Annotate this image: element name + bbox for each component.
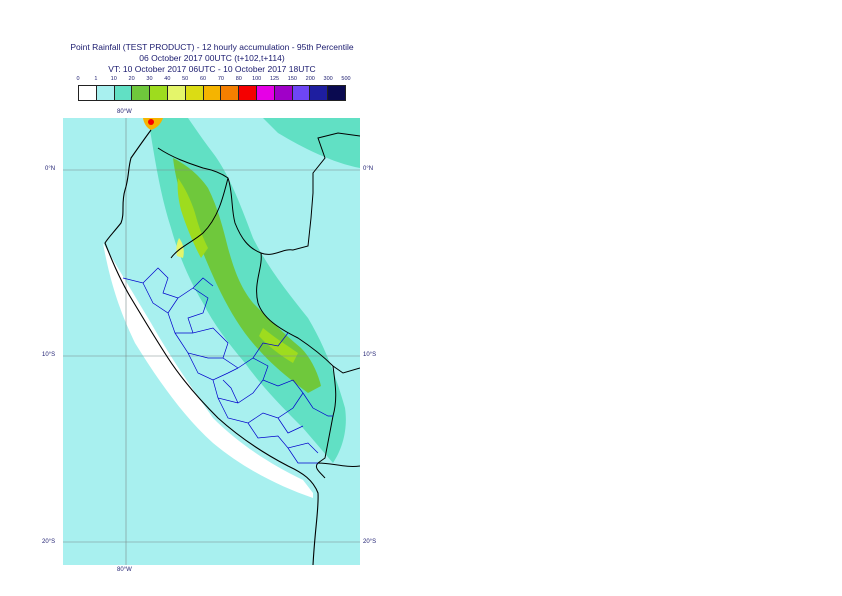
legend-tick-label: 80 (235, 76, 242, 82)
legend-swatch (274, 86, 293, 100)
lat-label-20-left: 20°S (42, 539, 56, 545)
legend-swatch (167, 86, 186, 100)
rain-band-40 (176, 238, 184, 258)
legend-swatch (292, 86, 311, 100)
legend-swatch (256, 86, 275, 100)
legend-swatch (114, 86, 133, 100)
legend-swatch (239, 86, 257, 100)
legend-tick-label: 125 (269, 76, 280, 82)
legend-tick-label: 1 (94, 76, 98, 82)
lat-label-20-right: 20°S (363, 539, 377, 545)
legend-tick-label: 70 (217, 76, 224, 82)
color-legend: 0 1 10 20 30 40 50 60 70 80 100 125 150 200 300 500 (76, 76, 351, 102)
province-borders (122, 267, 333, 464)
legend-swatch (96, 86, 115, 100)
base-time: 06 October 2017 00UTC (t+102,t+114) (139, 53, 285, 63)
legend-tick-label: 0 (76, 76, 80, 82)
legend-tick-label: 20 (128, 76, 135, 82)
lon-label-top: 80°W (117, 109, 132, 115)
legend-ticks: 0 1 10 20 30 40 50 60 70 80 100 125 150 200 300 500 (76, 76, 350, 85)
coastline (104, 129, 319, 565)
legend-tick-label: 40 (164, 76, 171, 82)
country-border (157, 132, 360, 479)
legend-tick-label: 60 (200, 76, 207, 82)
rain-band-20 (173, 158, 321, 393)
legend-tick-label: 150 (287, 76, 297, 82)
rain-band-10-north (263, 118, 360, 168)
lon-label-bottom: 80°W (117, 567, 132, 573)
legend-swatch (185, 86, 204, 100)
map-title: Point Rainfall (TEST PRODUCT) - 12 hourl… (70, 42, 354, 52)
title-block: Point Rainfall (TEST PRODUCT) - 12 hourl… (0, 42, 424, 75)
rain-band-80 (148, 119, 154, 125)
legend-swatch (310, 86, 329, 100)
legend-tick-label: 30 (146, 76, 153, 82)
lat-label-10-left: 10°S (42, 352, 56, 358)
legend-swatch (203, 86, 222, 100)
legend-tick-label: 200 (305, 76, 315, 82)
rainfall-map (63, 118, 360, 565)
legend-swatch (328, 86, 345, 100)
legend-swatch (132, 86, 151, 100)
legend-tick-label: 50 (182, 76, 189, 82)
lat-label-0-right: 0°N (363, 166, 374, 172)
legend-bar (78, 85, 346, 101)
legend-tick-label: 10 (110, 76, 117, 82)
rain-band-30 (177, 178, 208, 258)
valid-time: VT: 10 October 2017 06UTC - 10 October 2… (108, 64, 316, 74)
lat-label-0-left: 0°N (45, 166, 56, 172)
legend-tick-label: 500 (341, 76, 351, 82)
legend-tick-label: 100 (252, 76, 262, 82)
legend-swatch (150, 86, 168, 100)
legend-swatch (221, 86, 240, 100)
lat-label-10-right: 10°S (363, 352, 377, 358)
legend-swatch (79, 86, 97, 100)
legend-tick-label: 300 (323, 76, 333, 82)
